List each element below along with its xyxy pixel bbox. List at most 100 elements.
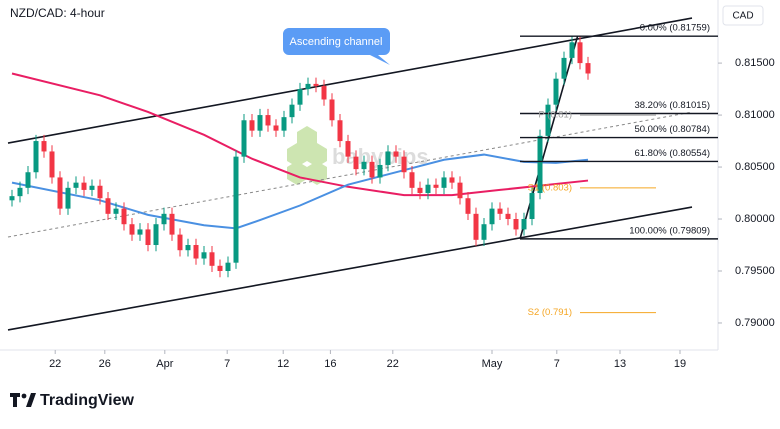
candle-body [249, 120, 255, 131]
candle-body [329, 99, 335, 121]
y-tick-label: 0.79500 [735, 265, 775, 277]
x-tick-label: Apr [156, 358, 173, 370]
candle-body [449, 177, 455, 183]
candle-body [121, 208, 127, 225]
candle-body [105, 198, 111, 214]
candle-body [217, 265, 223, 271]
candle-body [481, 224, 487, 240]
x-tick-label: 7 [554, 358, 560, 370]
logo-hex [287, 161, 307, 185]
candle-body [233, 156, 239, 263]
moving-average [11, 153, 589, 230]
candle-body [81, 182, 87, 190]
candle-body [137, 229, 143, 235]
currency-label[interactable]: CAD [732, 11, 753, 22]
candle-body [161, 213, 167, 225]
candle-body [465, 198, 471, 214]
fib-label: 38.20% (0.81015) [634, 100, 710, 111]
fib-label: 61.80% (0.80554) [634, 148, 710, 159]
candle-body [401, 156, 407, 173]
candle-body [193, 245, 199, 259]
candle-body [457, 182, 463, 199]
candle-body [185, 245, 191, 251]
candle-body [169, 213, 175, 235]
candle-body [65, 187, 71, 209]
x-tick-label: 22 [387, 358, 399, 370]
logo-hex [297, 126, 317, 150]
logo-hex [307, 143, 327, 167]
candle-body [441, 177, 447, 188]
currency-box[interactable] [722, 5, 764, 26]
candle-body [113, 208, 119, 214]
candle-body [409, 172, 415, 188]
candle-body [489, 208, 495, 225]
chart-title: NZD/CAD: 4-hour [10, 6, 105, 20]
candle-body [529, 193, 535, 220]
candle-body [585, 63, 591, 74]
x-tick-label: 26 [99, 358, 111, 370]
candle-body [577, 42, 583, 64]
pivot-label: S2 (0.791) [528, 307, 572, 318]
logo-hex [287, 143, 307, 167]
candle-body [201, 252, 207, 259]
candle-body [385, 151, 391, 165]
y-tick-label: 0.81000 [735, 109, 775, 121]
y-tick-label: 0.80500 [735, 161, 775, 173]
x-tick-label: 16 [324, 358, 336, 370]
pivot-label: S1 (0.803) [528, 182, 572, 193]
logo-part [21, 393, 27, 399]
x-tick-label: 7 [224, 358, 230, 370]
candle-body [73, 182, 79, 188]
candle-body [129, 224, 135, 235]
candle-body [265, 115, 271, 126]
candle-body [321, 85, 327, 100]
candle-body [521, 219, 527, 230]
candle-body [225, 262, 231, 271]
x-tick-label: 22 [49, 358, 61, 370]
candle-body [545, 104, 551, 136]
candle-body [313, 83, 319, 86]
logo-part [10, 393, 20, 407]
plot: 0.00% (0.81759) 38.20% (0.81015) 50.00% (0… [7, 17, 718, 331]
candle-body [337, 120, 343, 142]
candle-body [289, 104, 295, 118]
candle-body [33, 141, 39, 173]
candle-body [177, 234, 183, 251]
candle-body [17, 187, 23, 197]
candle-body [369, 161, 375, 178]
candle-body [553, 78, 559, 105]
x-tick-label: 13 [614, 358, 626, 370]
candle-body [153, 224, 159, 246]
candle-body [9, 196, 15, 201]
fib-label: 0.00% (0.81759) [640, 23, 710, 34]
candle-body [49, 151, 55, 178]
pivot-label: P (0.81) [538, 110, 572, 121]
candle-body [145, 229, 151, 246]
candle-body [305, 83, 311, 90]
candle-body [297, 89, 303, 105]
candle-body [537, 135, 543, 194]
candle-body [345, 141, 351, 157]
candle-body [433, 184, 439, 188]
candle-body [209, 252, 215, 266]
candle-body [425, 184, 431, 194]
trend-line [7, 206, 693, 331]
fib-label: 50.00% (0.80784) [634, 124, 710, 135]
candle-body [57, 177, 63, 209]
brand-name: TradingView [40, 392, 135, 409]
candle-body [97, 185, 103, 199]
trend-line [7, 17, 693, 144]
candle-body [377, 164, 383, 178]
y-tick-label: 0.79000 [735, 317, 775, 329]
x-tick-label: May [482, 358, 503, 370]
candle-body [417, 187, 423, 194]
candle-body [497, 208, 503, 214]
candle-body [353, 156, 359, 170]
candle-body [569, 42, 575, 58]
candle-body [89, 185, 95, 190]
annotation-text: Ascending channel [290, 36, 383, 48]
y-tick-label: 0.81500 [735, 57, 775, 69]
candle-body [513, 219, 519, 230]
